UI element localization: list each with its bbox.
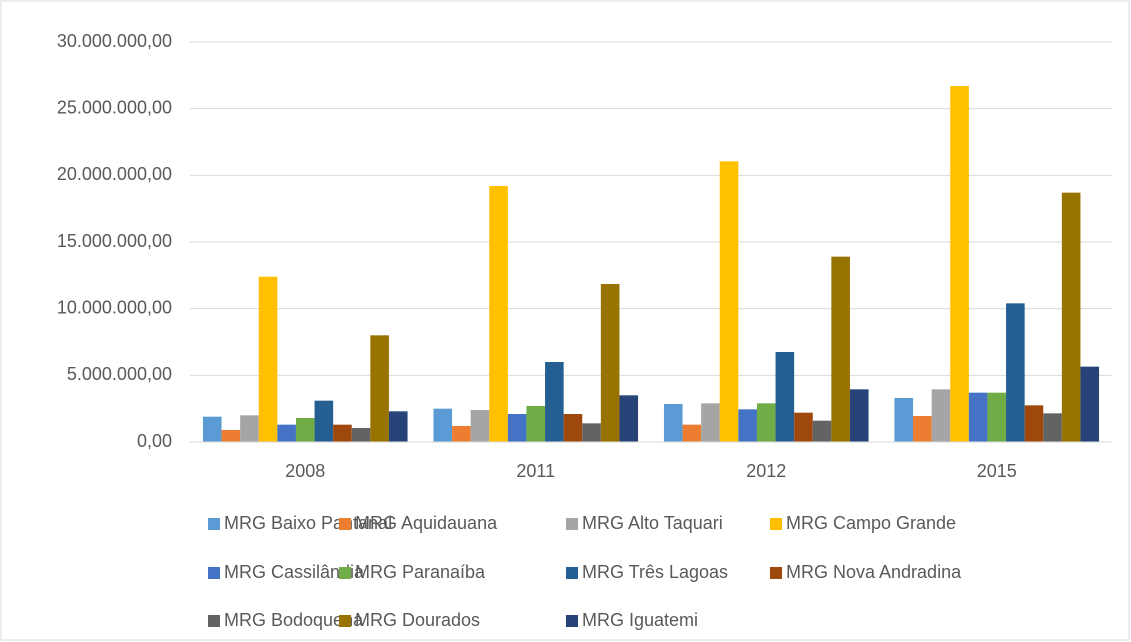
bar [968, 392, 988, 442]
bar [507, 414, 527, 442]
legend-swatch [566, 567, 578, 579]
bar [756, 403, 776, 442]
legend-label: MRG Dourados [355, 610, 480, 630]
legend-label: MRG Campo Grande [786, 513, 956, 533]
bar [452, 426, 471, 442]
legend-label: MRG Três Lagoas [582, 562, 728, 582]
legend-label: MRG Alto Taquari [582, 513, 723, 533]
bar [600, 284, 620, 442]
bar [526, 406, 546, 442]
bar [831, 256, 850, 442]
bar [1006, 303, 1025, 442]
bar [849, 389, 869, 442]
bar [351, 428, 371, 442]
bar [701, 403, 720, 442]
legend-swatch [770, 567, 782, 579]
y-tick-label: 20.000.000,00 [57, 164, 172, 184]
bar [794, 412, 813, 442]
x-tick-label: 2012 [746, 461, 786, 481]
bar [433, 408, 453, 442]
legend-swatch [339, 615, 351, 627]
bar [240, 415, 259, 442]
y-tick-label: 0,00 [137, 431, 172, 451]
bar [682, 424, 702, 442]
y-tick-label: 25.000.000,00 [57, 97, 172, 117]
legend-label: MRG Cassilândia [224, 562, 365, 582]
bar [619, 395, 639, 442]
bar [775, 352, 795, 442]
bar [987, 392, 1007, 442]
x-tick-label: 2008 [285, 461, 325, 481]
bar [258, 276, 278, 442]
bar [950, 86, 969, 442]
bar [489, 186, 508, 442]
legend-swatch [339, 518, 351, 530]
bar [277, 424, 296, 442]
bar [719, 161, 739, 443]
bar [1080, 366, 1100, 442]
bar [470, 410, 490, 442]
bar [582, 423, 601, 442]
legend-label: MRG Paranaíba [355, 562, 486, 582]
legend-swatch [208, 615, 220, 627]
bar [1024, 405, 1044, 442]
legend-swatch [566, 615, 578, 627]
bar [333, 424, 352, 442]
bar [388, 411, 408, 442]
legend-label: MRG Bodoquena [224, 610, 364, 630]
bar [370, 335, 389, 442]
bar [812, 420, 832, 442]
bar [1061, 192, 1081, 442]
y-tick-label: 5.000.000,00 [67, 364, 172, 384]
legend-swatch [339, 567, 351, 579]
legend-swatch [566, 518, 578, 530]
bar [202, 416, 222, 442]
bar [563, 414, 583, 442]
legend-label: MRG Iguatemi [582, 610, 698, 630]
y-tick-label: 30.000.000,00 [57, 31, 172, 51]
legend-label: MRG Nova Andradina [786, 562, 962, 582]
legend-swatch [208, 518, 220, 530]
legend-label: MRG Aquidauana [355, 513, 498, 533]
bar [545, 362, 564, 442]
bar [295, 418, 315, 442]
legend-swatch [770, 518, 782, 530]
x-tick-label: 2011 [516, 461, 555, 481]
bar [314, 400, 334, 442]
bar [894, 398, 914, 442]
bar [738, 409, 757, 442]
x-tick-label: 2015 [977, 461, 1017, 481]
legend-swatch [208, 567, 220, 579]
bar [913, 416, 932, 442]
bar [1043, 413, 1062, 442]
bar [931, 389, 951, 442]
bar [221, 430, 241, 442]
y-tick-label: 15.000.000,00 [57, 231, 172, 251]
y-tick-label: 10.000.000,00 [57, 297, 172, 317]
bar [663, 404, 683, 442]
